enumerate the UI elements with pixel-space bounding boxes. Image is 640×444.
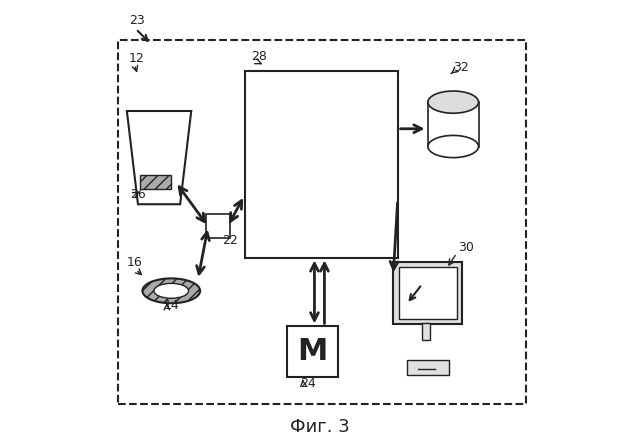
Text: 32: 32 bbox=[453, 61, 469, 74]
Bar bbox=[422, 323, 430, 340]
Text: 26: 26 bbox=[130, 187, 146, 201]
FancyBboxPatch shape bbox=[118, 40, 527, 404]
Text: 24: 24 bbox=[300, 377, 316, 390]
Text: 30: 30 bbox=[458, 241, 474, 254]
Bar bbox=[406, 360, 449, 375]
Bar bbox=[140, 175, 172, 189]
Text: 28: 28 bbox=[251, 50, 267, 63]
Text: M: M bbox=[297, 337, 328, 366]
Bar bbox=[428, 102, 479, 147]
Text: Фиг. 3: Фиг. 3 bbox=[290, 418, 350, 436]
Text: 22: 22 bbox=[222, 234, 238, 247]
Bar bbox=[393, 262, 462, 324]
Ellipse shape bbox=[428, 91, 479, 113]
Bar bbox=[399, 267, 457, 319]
Text: 12: 12 bbox=[128, 52, 144, 65]
Text: 23: 23 bbox=[129, 14, 145, 28]
Bar bbox=[287, 326, 338, 377]
Ellipse shape bbox=[142, 278, 200, 303]
Text: 14: 14 bbox=[164, 298, 179, 312]
Ellipse shape bbox=[154, 283, 189, 298]
Bar bbox=[244, 71, 397, 258]
Text: 16: 16 bbox=[127, 256, 143, 270]
Polygon shape bbox=[127, 111, 191, 204]
Ellipse shape bbox=[428, 135, 479, 158]
FancyBboxPatch shape bbox=[206, 214, 230, 238]
